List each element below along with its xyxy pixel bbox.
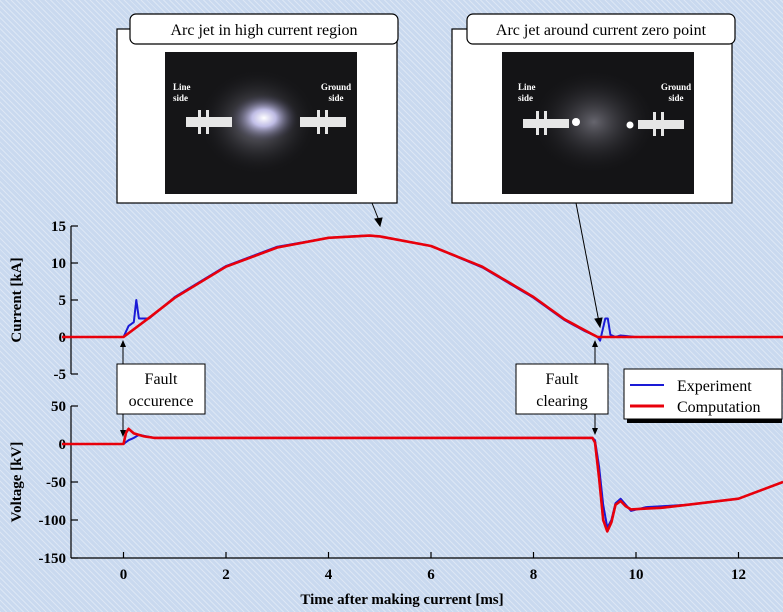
annotation-line-1: Fault bbox=[546, 371, 579, 388]
arrowhead bbox=[594, 317, 603, 329]
arc-spot bbox=[626, 121, 634, 129]
ground-side-label-1: Ground bbox=[661, 82, 691, 92]
legend-label-computation: Computation bbox=[677, 399, 761, 416]
line-side-label-1: Line bbox=[518, 82, 536, 92]
annotation-fault-occurence: Fault occurence bbox=[116, 340, 206, 437]
current-series-experiment bbox=[62, 234, 783, 342]
annotation-line-1: Fault bbox=[145, 371, 178, 388]
arc-glow bbox=[230, 94, 298, 142]
x-tick-label: 0 bbox=[120, 567, 128, 583]
legend-label-experiment: Experiment bbox=[677, 378, 752, 395]
voltage-tick-label: -100 bbox=[39, 513, 67, 529]
arrowhead bbox=[120, 340, 126, 347]
voltage-series-computation bbox=[62, 427, 783, 533]
photo-panel-high-current: Arc jet in high current region Line side… bbox=[116, 13, 399, 204]
electrode-ground-side bbox=[638, 112, 684, 136]
current-tick-label: 15 bbox=[51, 219, 66, 235]
voltage-axis: Voltage [kV] 500-50-100-150 0 2 4 6 8 10 12 Ti… bbox=[9, 399, 783, 608]
current-series-computation bbox=[62, 234, 783, 339]
annotation-line-2: clearing bbox=[536, 393, 588, 410]
photo-panel-current-zero: Arc jet around current zero point Line s… bbox=[451, 13, 736, 204]
electrode-ground-side bbox=[300, 110, 346, 134]
caption-box bbox=[466, 13, 736, 45]
arc-plasma-cloud bbox=[532, 70, 656, 174]
arc-spot bbox=[572, 118, 580, 126]
current-series-group bbox=[62, 234, 783, 342]
x-tick-label: 6 bbox=[427, 567, 435, 583]
current-axis-label: Current [kA] bbox=[9, 257, 25, 342]
arrow-to-current-zero bbox=[575, 202, 600, 323]
x-tick-label: 8 bbox=[530, 567, 538, 583]
annotation-line-2: occurence bbox=[129, 393, 194, 410]
caption-box bbox=[129, 13, 399, 45]
electrode-line-side bbox=[186, 110, 232, 134]
annotation-box bbox=[515, 363, 609, 415]
photo-caption: Arc jet around current zero point bbox=[496, 22, 707, 39]
annotation-fault-clearing: Fault clearing bbox=[515, 340, 609, 435]
voltage-tick-label: 50 bbox=[51, 399, 66, 415]
line-side-label-1: Line bbox=[173, 82, 191, 92]
voltage-series-group bbox=[62, 427, 783, 533]
arrowhead bbox=[374, 217, 383, 228]
voltage-tick-label: -150 bbox=[39, 551, 67, 567]
legend-box bbox=[623, 368, 783, 420]
annotation-box bbox=[116, 363, 206, 415]
x-tick-label: 2 bbox=[222, 567, 230, 583]
arrowhead bbox=[592, 428, 598, 435]
voltage-series-experiment bbox=[62, 433, 783, 529]
photo-arrows bbox=[371, 202, 603, 329]
arrowhead bbox=[592, 340, 598, 347]
photo-caption: Arc jet in high current region bbox=[170, 22, 357, 39]
line-side-label-2: side bbox=[518, 93, 533, 103]
x-axis-label: Time after making current [ms] bbox=[300, 592, 503, 608]
electrode-line-side bbox=[523, 111, 569, 135]
current-tick-label: 5 bbox=[59, 293, 67, 309]
arrowhead bbox=[120, 430, 126, 437]
voltage-tick-label: -50 bbox=[46, 475, 66, 491]
x-tick-label: 4 bbox=[325, 567, 333, 583]
ground-side-label-2: side bbox=[668, 93, 683, 103]
current-tick-label: 10 bbox=[51, 256, 66, 272]
ground-side-label-1: Ground bbox=[321, 82, 351, 92]
current-tick-label: -5 bbox=[54, 367, 67, 383]
x-tick-label: 10 bbox=[629, 567, 644, 583]
legend: Experiment Computation bbox=[623, 368, 783, 423]
ground-side-label-2: side bbox=[328, 93, 343, 103]
legend-shadow bbox=[627, 419, 782, 423]
line-side-label-2: side bbox=[173, 93, 188, 103]
x-tick-label: 12 bbox=[731, 567, 746, 583]
voltage-axis-label: Voltage [kV] bbox=[9, 442, 25, 523]
